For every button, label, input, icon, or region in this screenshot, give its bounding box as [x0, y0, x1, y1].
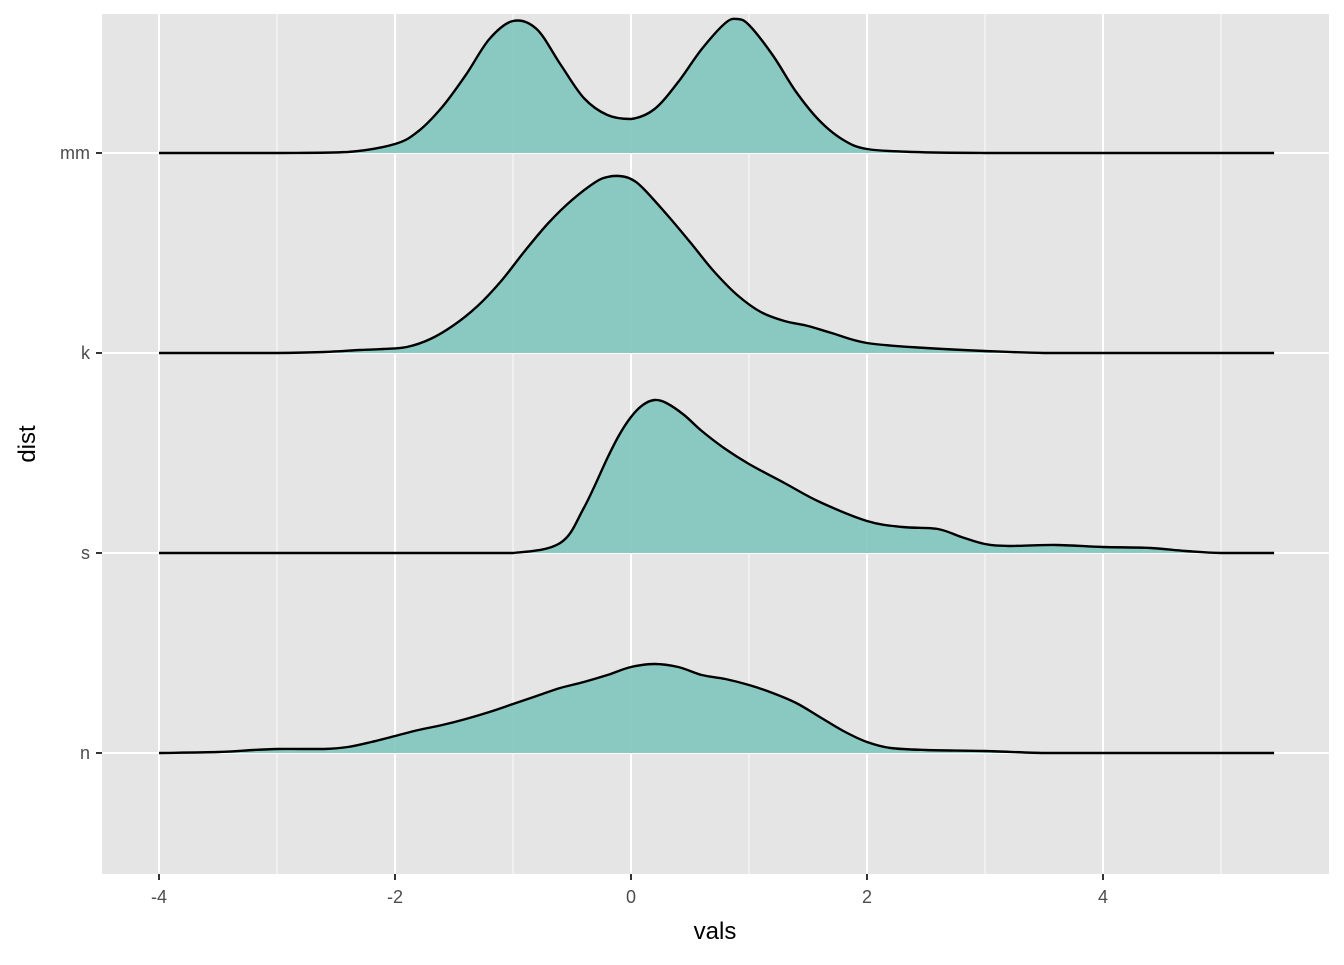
- ridge-line-n: [158, 662, 1275, 755]
- ridge-line-k: [159, 174, 1275, 355]
- ridge-fill-s: [159, 399, 1275, 553]
- y-axis-title: dist: [14, 425, 41, 463]
- y-tick-label-s: s: [81, 543, 90, 563]
- ridge-line-mm: [159, 17, 1275, 155]
- x-tick-label: 0: [626, 887, 636, 907]
- y-tick-label-k: k: [81, 343, 91, 363]
- y-tick-label-mm: mm: [60, 143, 90, 163]
- axis-layer: -4 -2 0 2 4 n s k mm: [60, 143, 1108, 907]
- ridge-fill-k: [159, 175, 1275, 353]
- ridge-fill-n: [159, 664, 1275, 753]
- ridge-layer: [158, 17, 1275, 755]
- x-tick-label: 2: [862, 887, 872, 907]
- x-axis-title: vals: [694, 918, 737, 945]
- x-tick-label: -2: [387, 887, 403, 907]
- x-tick-label: 4: [1098, 887, 1108, 907]
- y-tick-label-n: n: [80, 743, 90, 763]
- ridge-fill-mm: [159, 18, 1275, 154]
- ridge-line-s: [159, 398, 1275, 555]
- x-tick-label: -4: [151, 887, 167, 907]
